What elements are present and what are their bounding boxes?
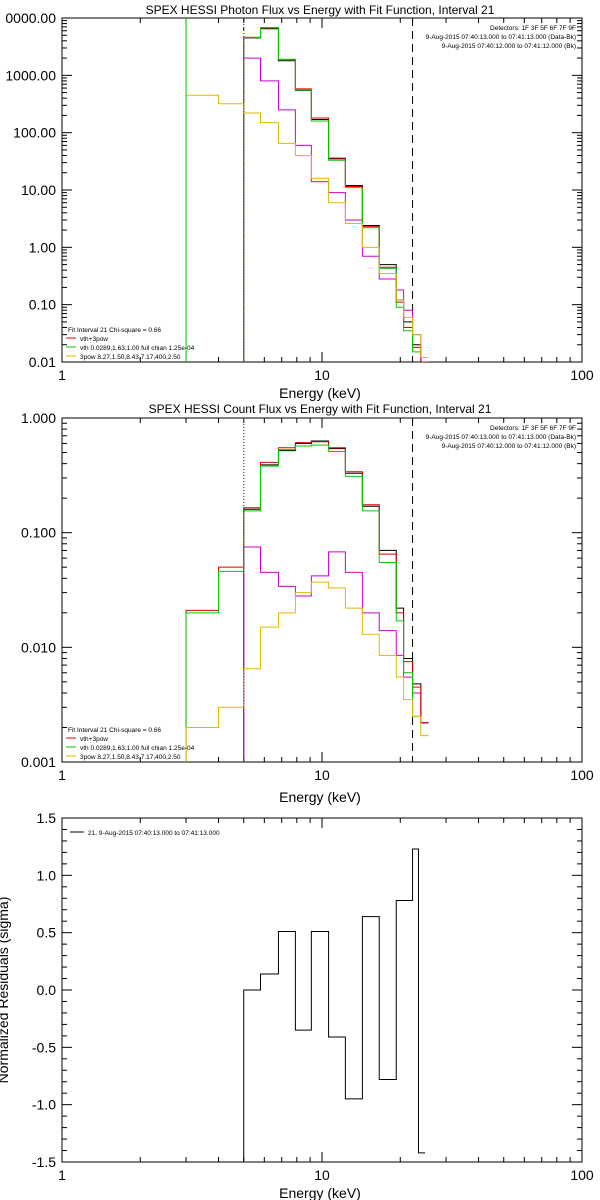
axes-frame (61, 417, 583, 763)
y-tick-label: 1.00 (29, 239, 56, 255)
y-tick-label: 0.5 (37, 925, 57, 941)
y-tick-label: 0000.00 (5, 10, 56, 26)
y-tick-label: 10.00 (21, 182, 56, 198)
y-tick-label: 1.000 (21, 410, 56, 426)
residuals-xlabel: Energy (keV) (279, 1185, 361, 1200)
residuals-panel: 1 10 100 -1.5 -1.0 -0.5 0.0 0.5 1.0 1.5 21. 9-Aug-… (0, 810, 594, 1200)
y-tick-label: 0.100 (21, 525, 56, 541)
x-tick-label: 100 (570, 767, 594, 783)
y-tick-label: -1.0 (32, 1097, 56, 1113)
axes-frame (61, 17, 583, 363)
series-vth (185, 444, 421, 762)
legend-text: Detectors: 1F 3F 5F 6F 7F 9F (490, 25, 576, 32)
legend-text: vth 0.0289,1.63,1.00 full chian 1.25e-04 (80, 345, 195, 352)
count-flux-title: SPEX HESSI Count Flux vs Energy with Fit… (149, 402, 492, 416)
legend-text: vth+3pow (80, 736, 108, 743)
count-flux-panel: SPEX HESSI Count Flux vs Energy with Fit… (21, 402, 594, 805)
series-3pow (185, 581, 429, 762)
series-vth-3pow (243, 27, 429, 362)
legend-text: 9-Aug-2015 07:40:12.000 to 07:41:12.000 … (442, 443, 576, 450)
series-bk (243, 57, 429, 362)
y-tick-label: 1.5 (37, 810, 57, 826)
legend-text: 3pow 8.27,1.50,8.43,7.17,400,2.50 (80, 754, 181, 761)
y-tick-label: -0.5 (32, 1039, 56, 1055)
legend-text: vth 0.0289,1.63,1.00 full chian 1.25e-04 (80, 745, 195, 752)
series-residuals (243, 848, 426, 1162)
y-tick-label: 0.010 (21, 639, 56, 655)
y-tick-label: 0.01 (29, 354, 56, 370)
series-vth-3pow (185, 441, 429, 762)
series-data-bk (243, 440, 429, 762)
series-data-bk (243, 28, 429, 362)
y-tick-label: 1.0 (37, 867, 57, 883)
legend-text: vth+3pow (80, 336, 108, 343)
x-tick-label: 10 (314, 1167, 330, 1183)
count-flux-xlabel: Energy (keV) (279, 789, 361, 805)
legend-text: Fit Interval 21 Chi-square = 0.66 (68, 327, 161, 334)
x-tick-label: 1 (58, 367, 66, 383)
legend-text: Fit Interval 21 Chi-square = 0.66 (68, 727, 161, 734)
residuals-ylabel: Normalized Residuals (sigma) (0, 897, 11, 1084)
legend-text: 21. 9-Aug-2015 07:40:13.000 to 07:41:13.… (88, 830, 220, 837)
x-tick-label: 100 (570, 1167, 594, 1183)
photon-flux-title: SPEX HESSI Photon Flux vs Energy with Fi… (146, 3, 495, 17)
y-tick-label: 0.0 (37, 982, 57, 998)
y-tick-label: 1000.00 (5, 67, 56, 83)
y-tick-label: -1.5 (32, 1154, 56, 1170)
series-3pow (185, 94, 429, 362)
photon-flux-xlabel: Energy (keV) (279, 385, 361, 401)
x-tick-label: 100 (570, 367, 594, 383)
legend-text: 3pow 8.27,1.50,8.43,7.17,400,2.50 (80, 354, 181, 361)
legend-text: 9-Aug-2015 07:40:12.000 to 07:41:12.000 … (442, 43, 576, 50)
series-vth (243, 27, 421, 362)
photon-flux-panel: SPEX HESSI Photon Flux vs Energy with Fi… (5, 3, 594, 401)
x-tick-label: 1 (58, 1167, 66, 1183)
legend-text: 9-Aug-2015 07:40:13.000 to 07:41:13.000 … (426, 434, 576, 441)
x-tick-label: 10 (314, 367, 330, 383)
x-tick-label: 1 (58, 767, 66, 783)
x-tick-label: 10 (314, 767, 330, 783)
legend-text: 9-Aug-2015 07:40:13.000 to 07:41:13.000 … (426, 34, 576, 41)
y-tick-label: 100.00 (13, 125, 56, 141)
y-tick-label: 0.001 (21, 754, 56, 770)
legend-text: Detectors: 1F 3F 5F 6F 7F 9F (490, 425, 576, 432)
y-tick-label: 0.10 (29, 297, 56, 313)
series-bk (243, 546, 429, 762)
axes-frame (61, 817, 583, 1163)
